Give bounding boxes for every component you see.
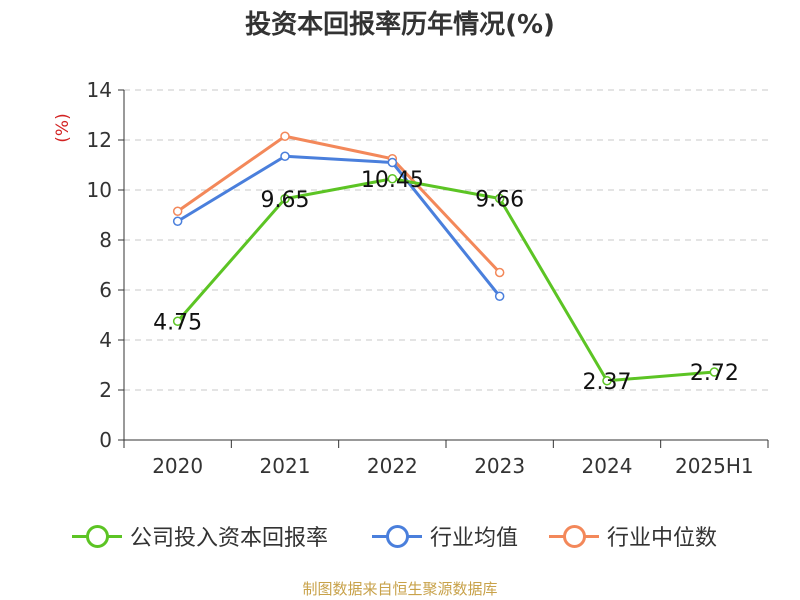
data-point — [172, 316, 183, 326]
legend-item-industry-mean[interactable]: 行业均值 — [372, 518, 518, 554]
x-tick-label: 2020 — [152, 454, 203, 478]
data-point — [494, 193, 505, 204]
source-note: 制图数据来自恒生聚源数据库 — [302, 580, 498, 598]
data-point — [280, 194, 290, 204]
y-tick-label: 0 — [99, 428, 112, 452]
legend-item-industry-median[interactable]: 行业中位数 — [549, 518, 717, 554]
legend-marker-icon — [72, 518, 122, 554]
legend-item-company[interactable]: 公司投入资本回报率 — [72, 518, 328, 554]
legend-marker-icon — [549, 518, 599, 554]
data-label: 2.37 — [583, 370, 632, 395]
data-point — [280, 151, 290, 161]
x-tick-label: 2024 — [582, 454, 633, 478]
data-label: 10.45 — [361, 168, 424, 193]
x-tick-label: 2022 — [367, 454, 418, 478]
data-point — [494, 291, 505, 301]
y-tick-label: 8 — [99, 228, 112, 252]
data-label: 4.75 — [153, 310, 202, 335]
y-tick-label: 12 — [87, 128, 112, 152]
y-tick-label: 10 — [87, 178, 112, 202]
legend-label-industry-mean: 行业均值 — [430, 526, 519, 551]
x-tick-label: 2023 — [474, 454, 525, 478]
legend-label-company: 公司投入资本回报率 — [130, 526, 329, 551]
data-label: 2.72 — [690, 361, 739, 386]
y-tick-label: 6 — [99, 278, 112, 302]
data-point — [602, 376, 612, 386]
data-point — [387, 157, 398, 168]
legend-label-industry-median: 行业中位数 — [607, 526, 718, 551]
data-point — [280, 131, 290, 141]
x-tick-label: 2025H1 — [675, 454, 754, 478]
data-point — [709, 367, 720, 377]
y-tick-label: 14 — [87, 78, 112, 102]
series-line — [176, 134, 501, 274]
data-point — [172, 206, 183, 216]
series-line — [176, 154, 501, 298]
data-point — [387, 174, 398, 184]
y-axis-label: (%) — [53, 113, 73, 142]
chart-title: 投资本回报率历年情况(%) — [245, 10, 555, 40]
series-line — [176, 177, 715, 383]
data-point — [172, 216, 183, 226]
data-label: 9.65 — [261, 188, 310, 213]
legend-marker-icon — [372, 518, 422, 554]
data-point — [494, 267, 505, 278]
data-label: 9.66 — [475, 188, 524, 213]
y-tick-label: 2 — [99, 378, 112, 402]
y-tick-label: 4 — [99, 328, 112, 352]
x-tick-label: 2021 — [260, 454, 311, 478]
